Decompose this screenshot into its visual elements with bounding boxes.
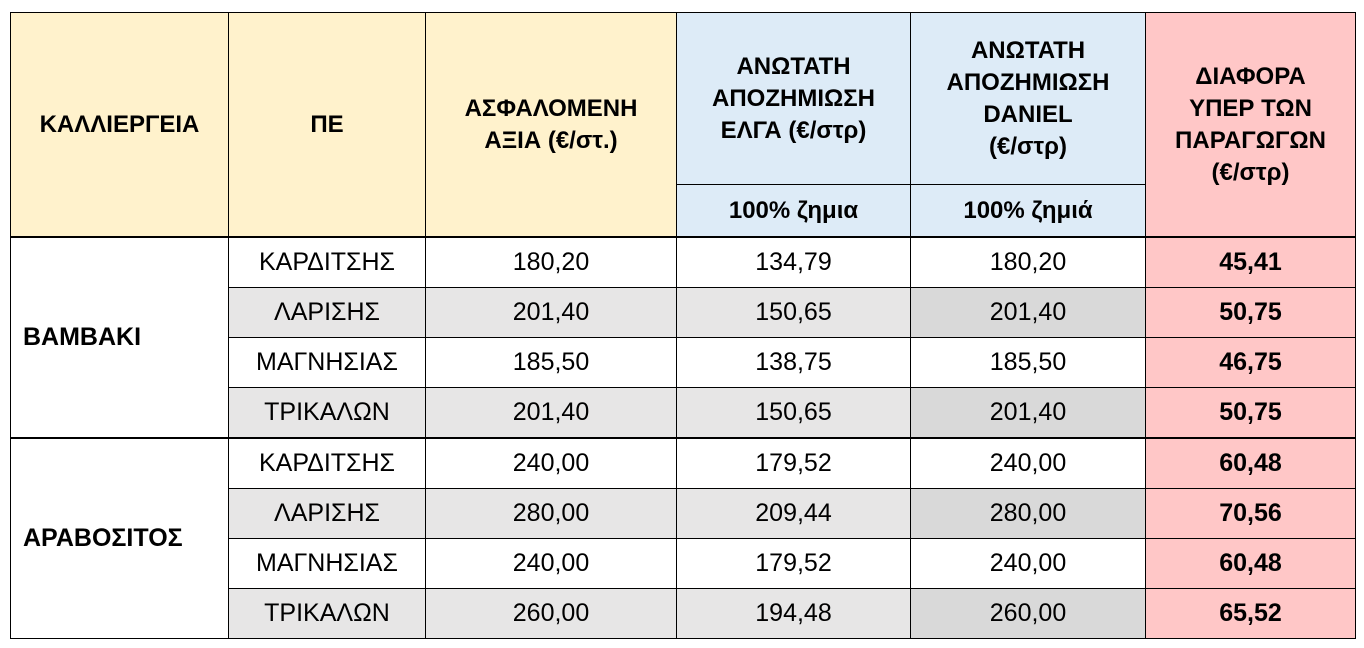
value-cell: 201,40 <box>425 387 677 439</box>
crop-cell: ΑΡΑΒΟΣΙΤΟΣ <box>10 437 229 639</box>
header-line: (€/στρ) <box>1211 158 1290 186</box>
value-cell: 65,52 <box>1145 588 1356 639</box>
value-cell: 185,50 <box>425 337 677 388</box>
value-cell: 60,48 <box>1145 538 1356 589</box>
subheader-row: 100% ζημια 100% ζημιά <box>11 184 1356 238</box>
data-row: ΜΑΓΝΗΣΙΑΣ 240,00 179,52 240,00 60,48 <box>11 538 1356 589</box>
data-row: ΒΑΜΒΑΚΙ ΚΑΡΔΙΤΣΗΣ 180,20 134,79 180,20 45,41 <box>10 236 1356 439</box>
header-line: (€/στρ) <box>989 132 1067 160</box>
region-cell: ΚΑΡΔΙΤΣΗΣ <box>228 437 426 489</box>
header-cell: ΑΣΦΑΛΟΜΕΝΗ ΑΞΙΑ (€/στ.) <box>425 12 677 238</box>
value-cell: 138,75 <box>676 337 911 388</box>
subheader-cell: 100% ζημιά <box>910 184 1146 238</box>
header-line: ΠΕ <box>310 110 344 138</box>
header-line: ΠΑΡΑΓΩΓΩΝ <box>1175 126 1326 154</box>
region-cell: ΜΑΓΝΗΣΙΑΣ <box>228 337 426 388</box>
value-cell: 260,00 <box>425 588 677 639</box>
header-line: ΔΙΑΦΟΡΑ <box>1195 62 1306 90</box>
header-line: ΕΛΓΑ (€/στρ) <box>720 116 867 144</box>
region-cell: ΜΑΓΝΗΣΙΑΣ <box>228 538 426 589</box>
compensation-table: ΚΑΛΛΙΕΡΓΕΙΑ ΠΕ ΑΣΦΑΛΟΜΕΝΗ ΑΞΙΑ (€/στ.) ΑΝΩΤΑ… <box>10 12 1356 639</box>
crop-cell: ΒΑΜΒΑΚΙ <box>10 236 229 439</box>
region-cell: ΚΑΡΔΙΤΣΗΣ <box>228 236 426 288</box>
value-cell: 180,20 <box>910 236 1146 288</box>
data-row: ΤΡΙΚΑΛΩΝ 260,00 194,48 260,00 65,52 <box>11 588 1356 639</box>
value-cell: 179,52 <box>676 538 911 589</box>
data-row: ΛΑΡΙΣΗΣ 201,40 150,65 201,40 50,75 <box>11 287 1356 338</box>
value-cell: 194,48 <box>676 588 911 639</box>
value-cell: 70,56 <box>1145 488 1356 539</box>
value-cell: 260,00 <box>910 588 1146 639</box>
data-row: ΤΡΙΚΑΛΩΝ 201,40 150,65 201,40 50,75 <box>11 387 1356 439</box>
value-cell: 180,20 <box>425 236 677 288</box>
header-row: ΚΑΛΛΙΕΡΓΕΙΑ ΠΕ ΑΣΦΑΛΟΜΕΝΗ ΑΞΙΑ (€/στ.) ΑΝΩΤΑ… <box>10 12 1356 238</box>
value-cell: 240,00 <box>425 437 677 489</box>
value-cell: 50,75 <box>1145 387 1356 439</box>
region-cell: ΛΑΡΙΣΗΣ <box>228 488 426 539</box>
value-cell: 134,79 <box>676 236 911 288</box>
region-cell: ΛΑΡΙΣΗΣ <box>228 287 426 338</box>
value-cell: 240,00 <box>910 538 1146 589</box>
region-cell: ΤΡΙΚΑΛΩΝ <box>228 387 426 439</box>
header-cell: ΑΝΩΤΑΤΗ ΑΠΟΖΗΜΙΩΣΗ ΕΛΓΑ (€/στρ) <box>676 12 911 185</box>
header-line: ΑΣΦΑΛΟΜΕΝΗ <box>464 94 638 122</box>
value-cell: 150,65 <box>676 287 911 338</box>
subheader-cell: 100% ζημια <box>676 184 911 238</box>
header-line: ΥΠΕΡ ΤΩΝ <box>1189 94 1312 122</box>
value-cell: 280,00 <box>425 488 677 539</box>
value-cell: 60,48 <box>1145 437 1356 489</box>
value-cell: 201,40 <box>910 287 1146 338</box>
value-cell: 240,00 <box>910 437 1146 489</box>
header-line: ΑΠΟΖΗΜΙΩΣΗ <box>712 84 875 112</box>
data-row: ΜΑΓΝΗΣΙΑΣ 185,50 138,75 185,50 46,75 <box>11 337 1356 388</box>
value-cell: 201,40 <box>425 287 677 338</box>
value-cell: 201,40 <box>910 387 1146 439</box>
header-line: ΑΠΟΖΗΜΙΩΣΗ <box>946 68 1110 96</box>
value-cell: 150,65 <box>676 387 911 439</box>
value-cell: 46,75 <box>1145 337 1356 388</box>
header-cell: ΑΝΩΤΑΤΗ ΑΠΟΖΗΜΙΩΣΗ DANIEL (€/στρ) <box>910 12 1146 185</box>
value-cell: 179,52 <box>676 437 911 489</box>
header-cell: ΠΕ <box>228 12 426 238</box>
value-cell: 45,41 <box>1145 236 1356 288</box>
header-cell: ΚΑΛΛΙΕΡΓΕΙΑ <box>10 12 229 238</box>
value-cell: 209,44 <box>676 488 911 539</box>
header-line: ΚΑΛΛΙΕΡΓΕΙΑ <box>39 110 200 138</box>
header-line: ΑΝΩΤΑΤΗ <box>970 36 1086 64</box>
value-cell: 280,00 <box>910 488 1146 539</box>
header-line: DANIEL <box>983 100 1073 128</box>
value-cell: 240,00 <box>425 538 677 589</box>
data-row: ΑΡΑΒΟΣΙΤΟΣ ΚΑΡΔΙΤΣΗΣ 240,00 179,52 240,00 60,… <box>10 437 1356 639</box>
header-line: ΑΞΙΑ (€/στ.) <box>484 126 618 154</box>
value-cell: 50,75 <box>1145 287 1356 338</box>
header-line: ΑΝΩΤΑΤΗ <box>736 52 851 80</box>
table-body: ΚΑΛΛΙΕΡΓΕΙΑ ΠΕ ΑΣΦΑΛΟΜΕΝΗ ΑΞΙΑ (€/στ.) ΑΝΩΤΑ… <box>10 12 1356 639</box>
value-cell: 185,50 <box>910 337 1146 388</box>
header-cell: ΔΙΑΦΟΡΑ ΥΠΕΡ ΤΩΝ ΠΑΡΑΓΩΓΩΝ (€/στρ) <box>1145 12 1356 238</box>
region-cell: ΤΡΙΚΑΛΩΝ <box>228 588 426 639</box>
